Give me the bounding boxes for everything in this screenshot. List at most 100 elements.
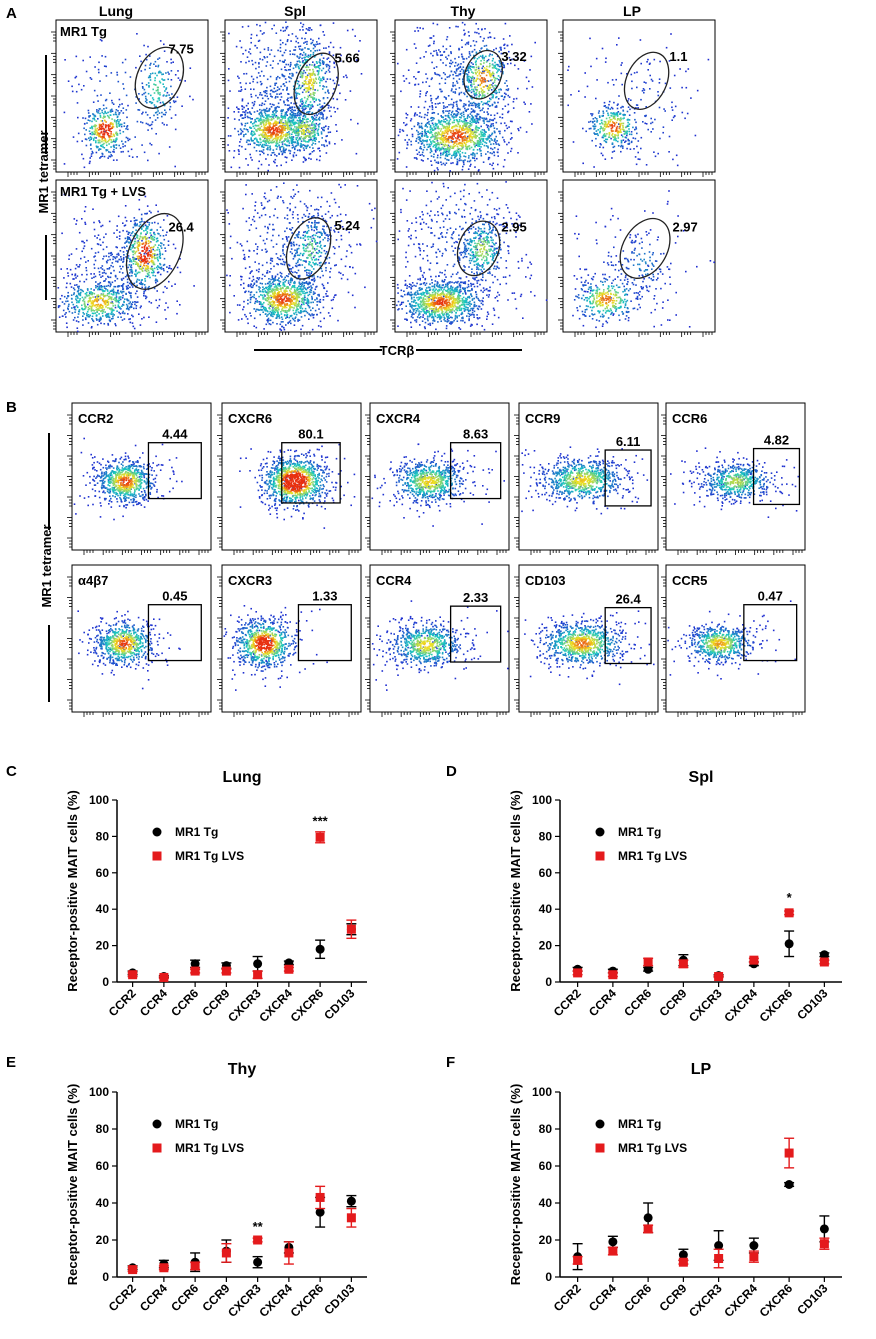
flow-a-event	[240, 86, 242, 88]
flow-a-event	[418, 138, 420, 141]
flow-a-event	[271, 133, 274, 135]
flow-a-event	[486, 139, 488, 141]
flow-a-event	[481, 70, 484, 73]
flow-a-event	[607, 125, 610, 128]
flow-a-event	[462, 66, 465, 68]
flow-a-event	[296, 97, 298, 99]
flow-a-event	[268, 164, 270, 166]
flow-a-event	[257, 117, 259, 120]
flow-a-event	[630, 73, 633, 76]
flow-a-event	[617, 103, 619, 105]
flow-a-event	[485, 69, 487, 72]
flow-a-event	[415, 137, 418, 140]
flow-a-event	[168, 280, 170, 283]
flow-a-event	[309, 75, 311, 77]
flow-a-event	[78, 231, 81, 234]
flow-a-event	[626, 73, 628, 75]
flow-a-event	[482, 139, 485, 142]
flow-a-event	[463, 125, 466, 127]
flow-a-event	[264, 133, 266, 136]
flow-a-event	[131, 156, 134, 158]
flow-a-event	[673, 74, 676, 77]
flow-a-event	[304, 133, 306, 135]
flow-a-event	[415, 47, 417, 49]
flow-a-event	[454, 137, 457, 139]
flow-a-event	[411, 128, 413, 130]
flow-a-event	[92, 101, 95, 103]
flow-a-event	[250, 132, 253, 134]
flow-a-event	[440, 147, 442, 150]
flow-a-event	[490, 119, 493, 121]
flow-a-event	[471, 120, 474, 122]
flow-a-event	[456, 114, 458, 117]
flow-a-event	[483, 94, 485, 97]
flow-a-event	[115, 131, 118, 134]
flow-a-event	[430, 78, 433, 81]
flow-a-event	[315, 99, 317, 102]
flow-a-event	[452, 82, 454, 84]
flow-a-event	[164, 250, 167, 252]
flow-a-event	[299, 112, 301, 115]
flow-a-event	[324, 72, 327, 75]
flow-a-event	[310, 116, 313, 118]
flow-a-event	[438, 143, 441, 146]
flow-a-event	[308, 82, 310, 84]
flow-a-event	[315, 82, 318, 84]
flow-a-event	[319, 155, 321, 158]
flow-a-event	[465, 128, 468, 130]
flow-a-event	[313, 134, 315, 137]
flow-a-event	[430, 142, 433, 145]
flow-a-event	[279, 59, 281, 62]
flow-a-event	[455, 110, 457, 112]
flow-a-event	[130, 220, 132, 222]
flow-a-event	[325, 86, 328, 88]
flow-a-event	[452, 162, 454, 164]
flow-a-event	[523, 101, 525, 104]
flow-a-event	[620, 145, 622, 148]
flow-a-event	[466, 115, 469, 118]
flow-a-event	[599, 131, 601, 134]
flow-a-event	[147, 129, 149, 131]
flow-a-event	[436, 147, 438, 150]
flow-a-event	[301, 126, 303, 129]
flow-a-event	[460, 142, 462, 144]
flow-a-event	[471, 76, 474, 79]
flow-a-event	[176, 300, 178, 302]
flow-a-event	[491, 104, 494, 107]
flow-a-event	[448, 75, 450, 78]
flow-a-event	[435, 132, 438, 134]
flow-a-event	[456, 161, 459, 164]
flow-a-event	[301, 49, 303, 51]
flow-a-event	[161, 115, 163, 118]
flow-a-event	[261, 94, 263, 96]
flow-a-event	[423, 140, 425, 142]
flow-a-event	[468, 52, 471, 55]
flow-a-event	[471, 119, 473, 121]
flow-a-event	[106, 114, 109, 117]
flow-a-event	[310, 38, 312, 40]
flow-a-event	[445, 137, 448, 140]
flow-a-event	[249, 82, 251, 84]
flow-a-event	[104, 139, 107, 141]
flow-a-event	[260, 133, 262, 136]
flow-a-event	[453, 101, 455, 104]
flow-a-event	[104, 124, 107, 126]
flow-a-event	[107, 116, 110, 118]
flow-a-event	[629, 108, 631, 111]
flow-a-event	[302, 133, 305, 136]
flow-a-event	[405, 123, 408, 126]
flow-a-event	[468, 145, 471, 147]
flow-a-event	[620, 150, 622, 153]
flow-a-event	[323, 102, 326, 104]
flow-a-event	[429, 94, 432, 97]
flow-a-event	[445, 127, 447, 130]
flow-a-event	[467, 157, 470, 159]
flow-a-event	[610, 124, 613, 127]
flow-a-event	[315, 116, 318, 119]
flow-a-event	[511, 137, 513, 139]
flow-a-event	[291, 115, 294, 118]
flow-a-event	[468, 155, 470, 157]
flow-a-event	[163, 79, 166, 81]
flow-a-event	[317, 128, 319, 131]
flow-a-event	[434, 103, 437, 105]
